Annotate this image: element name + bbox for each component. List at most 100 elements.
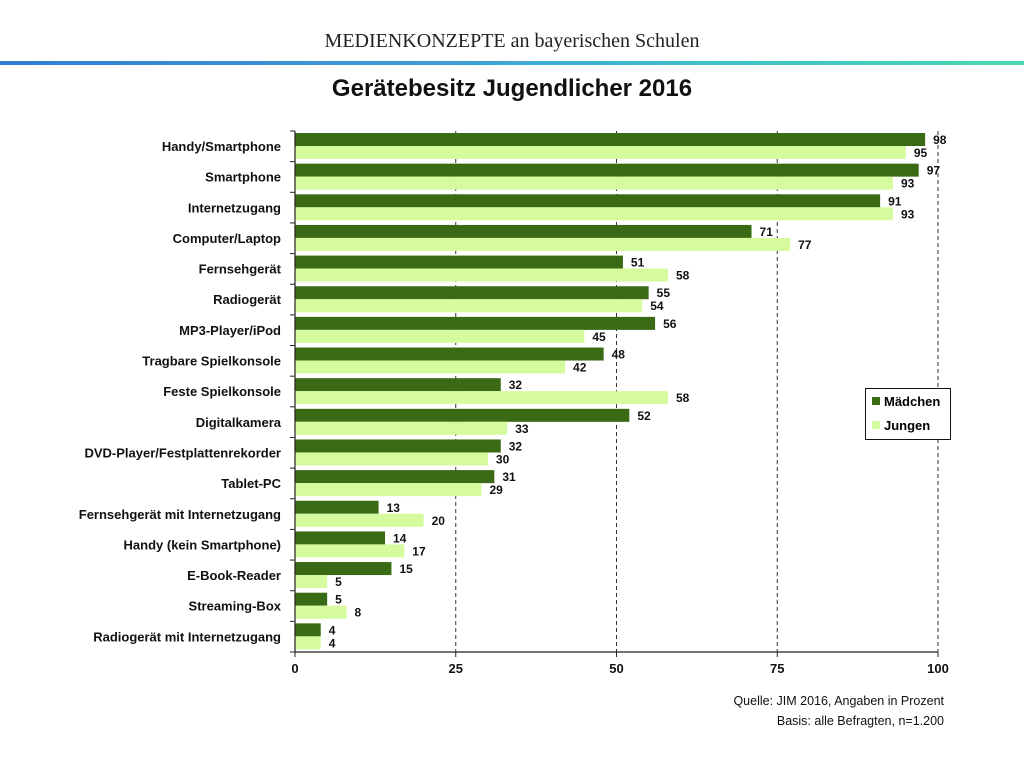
bar-maedchen: [295, 347, 604, 361]
data-label: 17: [412, 544, 426, 558]
bar-maedchen: [295, 378, 501, 392]
source-line: Quelle: JIM 2016, Angaben in Prozent: [733, 694, 944, 708]
category-label: Feste Spielkonsole: [163, 384, 281, 399]
bar-maedchen: [295, 531, 386, 545]
data-label: 56: [663, 317, 677, 331]
legend-item-maedchen: Mädchen: [866, 389, 950, 413]
data-label: 48: [612, 348, 626, 362]
legend-label-maedchen: Mädchen: [884, 393, 941, 409]
data-label: 71: [760, 225, 774, 239]
bar-maedchen: [295, 194, 881, 208]
category-label: Internetzugang: [188, 200, 281, 215]
bar-maedchen: [295, 316, 656, 330]
category-label: Computer/Laptop: [173, 231, 281, 246]
data-label: 97: [927, 164, 941, 178]
legend-label-jungen: Jungen: [884, 417, 931, 433]
data-label: 8: [354, 606, 361, 620]
data-label: 13: [387, 501, 401, 515]
data-label: 55: [657, 286, 671, 300]
category-label: Smartphone: [205, 170, 281, 185]
bar-maedchen: [295, 623, 321, 637]
data-label: 95: [914, 146, 928, 160]
data-label: 77: [798, 238, 812, 252]
data-label: 20: [432, 514, 446, 528]
data-label: 15: [399, 562, 413, 576]
legend-swatch-maedchen: [872, 397, 880, 405]
bar-maedchen: [295, 562, 392, 576]
x-tick-label: 0: [291, 661, 298, 676]
data-label: 93: [901, 177, 915, 191]
data-label: 42: [573, 361, 587, 375]
bar-jungen: [295, 391, 668, 405]
x-tick-label: 50: [609, 661, 623, 676]
data-label: 4: [329, 636, 336, 650]
category-label: Tragbare Spielkonsole: [142, 354, 281, 369]
category-label: Digitalkamera: [196, 415, 282, 430]
bar-maedchen: [295, 439, 501, 453]
bar-maedchen: [295, 133, 926, 146]
data-label: 58: [676, 269, 690, 283]
source-note: Quelle: JIM 2016, Angaben in Prozent Bas…: [733, 691, 944, 731]
bar-jungen: [295, 575, 328, 589]
data-label: 5: [335, 575, 342, 589]
x-tick-label: 25: [449, 661, 463, 676]
data-label: 52: [637, 409, 651, 423]
bar-jungen: [295, 605, 347, 619]
category-label: E-Book-Reader: [187, 568, 281, 583]
bar-jungen: [295, 329, 585, 343]
bar-maedchen: [295, 255, 623, 269]
data-label: 51: [631, 256, 645, 270]
category-label: Radiogerät: [213, 292, 282, 307]
bar-maedchen: [295, 470, 495, 484]
bar-jungen: [295, 452, 488, 466]
bar-jungen: [295, 146, 906, 159]
bar-jungen: [295, 544, 405, 558]
data-label: 32: [509, 439, 523, 453]
bar-jungen: [295, 483, 482, 497]
data-label: 30: [496, 452, 510, 466]
presentation-header-title: MEDIENKONZEPTE an bayerischen Schulen: [324, 30, 700, 52]
data-label: 54: [650, 299, 664, 313]
category-label: Handy (kein Smartphone): [124, 537, 281, 552]
category-label: Streaming-Box: [189, 599, 282, 614]
data-label: 58: [676, 391, 690, 405]
category-label: Radiogerät mit Internetzugang: [93, 629, 281, 644]
bar-maedchen: [295, 500, 379, 514]
bar-jungen: [295, 421, 508, 435]
data-label: 4: [329, 623, 336, 637]
header-divider-line: [0, 61, 1024, 65]
data-label: 93: [901, 207, 915, 221]
data-label: 29: [489, 483, 503, 497]
category-label: MP3-Player/iPod: [179, 323, 281, 338]
data-label: 45: [592, 330, 606, 344]
bar-maedchen: [295, 592, 328, 606]
bar-maedchen: [295, 224, 752, 238]
data-label: 98: [933, 133, 947, 147]
x-tick-label: 75: [770, 661, 784, 676]
data-label: 14: [393, 531, 407, 545]
bar-jungen: [295, 207, 893, 221]
bar-maedchen: [295, 286, 649, 300]
data-label: 5: [335, 593, 342, 607]
x-tick-label: 100: [927, 661, 949, 676]
data-label: 31: [502, 470, 516, 484]
bar-maedchen: [295, 408, 630, 422]
category-label: DVD-Player/Festplattenrekorder: [84, 445, 281, 460]
bar-jungen: [295, 176, 893, 190]
legend-item-jungen: Jungen: [866, 413, 950, 437]
category-label: Fernsehgerät: [199, 262, 282, 277]
category-label: Handy/Smartphone: [162, 139, 281, 154]
bar-jungen: [295, 299, 643, 313]
legend-swatch-jungen: [872, 421, 880, 429]
data-label: 91: [888, 194, 902, 208]
category-label: Fernsehgerät mit Internetzugang: [79, 507, 281, 522]
category-label: Tablet-PC: [221, 476, 281, 491]
chart-title: Gerätebesitz Jugendlicher 2016: [331, 75, 693, 102]
chart-legend: Mädchen Jungen: [865, 388, 951, 440]
data-label: 32: [509, 378, 523, 392]
bar-jungen: [295, 268, 668, 282]
basis-line: Basis: alle Befragten, n=1.200: [776, 714, 944, 728]
bar-jungen: [295, 636, 321, 650]
bar-jungen: [295, 237, 791, 251]
